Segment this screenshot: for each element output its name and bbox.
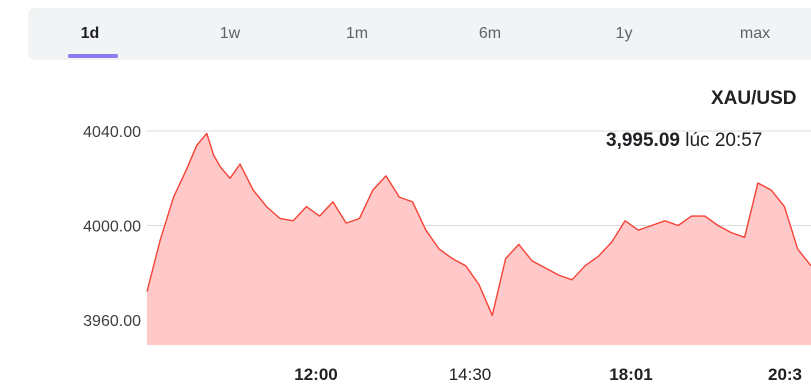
x-tick-label: 20:3 <box>768 365 802 384</box>
active-tab-indicator <box>68 54 118 58</box>
y-tick-label: 4040.00 <box>83 124 141 141</box>
x-tick-label: 12:00 <box>294 365 337 384</box>
y-axis: 4040.00 4000.00 3960.00 <box>83 124 141 330</box>
symbol-label: XAU/USD <box>711 88 797 109</box>
x-tick-label: 14:30 <box>449 365 492 384</box>
x-tick-label: 18:01 <box>609 365 652 384</box>
price-time: lúc 20:57 <box>685 130 763 151</box>
current-price: 3,995.09 <box>606 130 680 151</box>
y-tick-label: 3960.00 <box>83 313 141 330</box>
x-axis: 12:00 14:30 18:01 20:3 <box>294 365 802 384</box>
tab-1d[interactable]: 1d <box>80 25 100 42</box>
price-line <box>146 132 811 316</box>
tab-1m[interactable]: 1m <box>345 25 369 42</box>
tab-1y[interactable]: 1y <box>615 25 633 42</box>
timeframe-tabs: 1d 1w 1m 6m 1y max <box>28 8 811 60</box>
tab-6m[interactable]: 6m <box>478 25 502 42</box>
current-price-line: 3,995.09 lúc 20:57 <box>606 130 762 152</box>
price-area-fill <box>147 133 811 345</box>
tab-1w[interactable]: 1w <box>219 25 241 42</box>
y-tick-label: 4000.00 <box>83 219 141 236</box>
tab-max[interactable]: max <box>739 25 771 42</box>
